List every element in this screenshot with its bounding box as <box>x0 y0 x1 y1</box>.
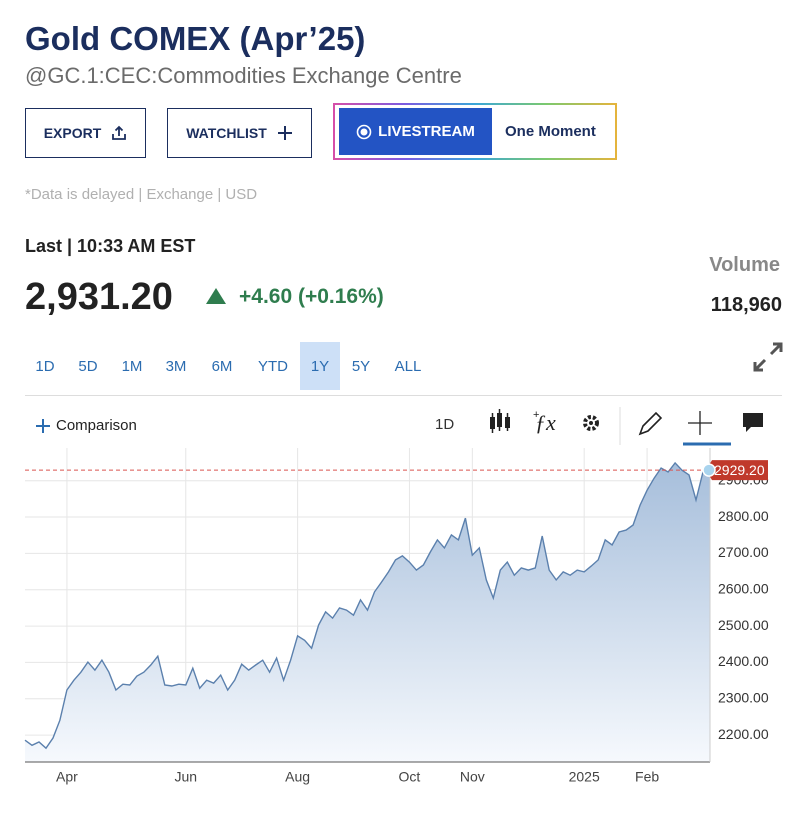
delay-note: *Data is delayed | Exchange | USD <box>25 186 258 203</box>
export-button[interactable]: EXPORT <box>25 108 146 158</box>
x-tick-label: Nov <box>460 769 485 785</box>
y-tick-label: 2300.00 <box>718 689 769 705</box>
last-price-marker <box>702 463 716 477</box>
range-tab[interactable]: ALL <box>394 357 422 375</box>
last-label: Last | 10:33 AM EST <box>25 236 196 256</box>
comparison-button[interactable]: Comparison <box>36 417 137 434</box>
livestream-button[interactable]: LIVESTREAM <box>339 108 492 155</box>
export-icon <box>112 125 127 140</box>
export-label: EXPORT <box>43 125 102 141</box>
chart: Apr Jun Aug Oct Nov 2025 Feb 2200.00 2300.00 2400… <box>24 448 769 785</box>
range-tab[interactable]: 3M <box>165 357 187 375</box>
livestream-label: LIVESTREAM <box>378 123 475 140</box>
range-tab[interactable]: 5D <box>78 357 98 375</box>
price: 2,931.20 <box>25 276 173 318</box>
range-tab[interactable]: 5Y <box>351 357 371 375</box>
x-tick-label: 2025 <box>569 769 600 785</box>
plus-icon <box>36 418 50 433</box>
comment-icon[interactable] <box>743 413 763 432</box>
title: Gold COMEX (Apr’25) <box>25 20 366 57</box>
range-tab[interactable]: 1Y <box>300 342 340 390</box>
range-tab[interactable]: 1D <box>35 357 55 375</box>
expand-icon[interactable] <box>752 341 784 373</box>
range-tab[interactable]: 1M <box>121 357 143 375</box>
toolbar-icons: ƒx + <box>490 407 763 446</box>
last-price-label: 2929.20 <box>714 462 765 478</box>
y-tick-label: 2700.00 <box>718 544 769 560</box>
price-line <box>24 461 711 750</box>
range-tab[interactable]: 6M <box>211 357 233 375</box>
x-tick-label: Apr <box>56 769 78 785</box>
comparison-label: Comparison <box>56 417 137 434</box>
crosshair-icon[interactable] <box>688 411 712 435</box>
x-tick-label: Aug <box>285 769 310 785</box>
x-tick-label: Jun <box>174 769 197 785</box>
candles-icon[interactable] <box>490 409 510 433</box>
watchlist-button[interactable]: WATCHLIST <box>167 108 312 158</box>
fx-icon[interactable]: ƒx <box>535 410 556 435</box>
up-arrow <box>206 288 226 304</box>
x-tick-label: Feb <box>635 769 659 785</box>
plus-icon <box>277 126 292 140</box>
x-tick-label: Oct <box>399 769 421 785</box>
last-price-box <box>706 460 768 481</box>
settings-icon[interactable] <box>583 415 599 431</box>
subtitle: @GC.1:CEC:Commodities Exchange Centre <box>25 63 462 88</box>
live-icon <box>356 124 372 139</box>
volume-label: Volume <box>709 254 780 276</box>
watchlist-label: WATCHLIST <box>186 125 267 141</box>
y-tick-label: 2500.00 <box>718 617 769 633</box>
y-tick-label: 2400.00 <box>718 653 769 669</box>
livestream-status: One Moment <box>505 123 596 140</box>
fx-plus: + <box>533 409 539 421</box>
livestream-box: LIVESTREAM One Moment <box>333 103 617 160</box>
y-tick-label: 2200.00 <box>718 726 769 742</box>
range-tab[interactable]: YTD <box>258 357 288 375</box>
volume-value: 118,960 <box>710 294 782 316</box>
y-tick-label: 2600.00 <box>718 580 769 596</box>
price-change: +4.60 (+0.16%) <box>239 285 384 308</box>
y-tick-label: 2800.00 <box>718 508 769 524</box>
interval-button[interactable]: 1D <box>435 416 455 433</box>
draw-icon[interactable] <box>638 411 663 436</box>
separator <box>25 395 782 396</box>
area-fill <box>25 462 710 762</box>
